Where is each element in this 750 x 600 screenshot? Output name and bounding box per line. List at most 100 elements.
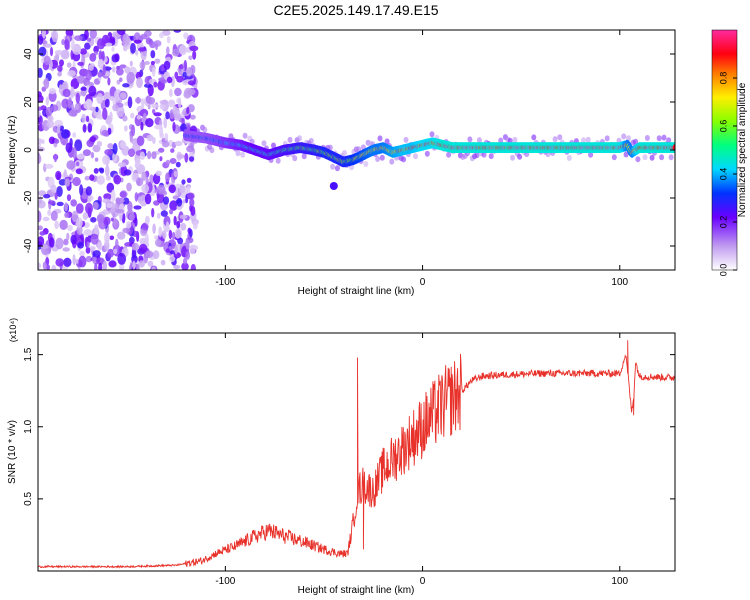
ridge-halo <box>666 137 672 144</box>
noise-blob <box>39 231 46 236</box>
noise-blob <box>79 48 87 55</box>
noise-blob <box>75 168 83 175</box>
ridge-halo <box>566 155 572 161</box>
noise-blob <box>71 39 75 52</box>
noise-blob <box>110 95 115 102</box>
noise-blob <box>165 248 170 253</box>
noise-blob <box>93 45 99 54</box>
noise-blob <box>139 243 148 253</box>
noise-blob <box>102 155 111 165</box>
noise-blob <box>123 169 132 176</box>
noise-blob <box>105 165 110 177</box>
ridge-halo <box>626 135 631 142</box>
figure-title: C2E5.2025.149.17.49.E15 <box>273 2 438 18</box>
noise-blob <box>163 60 171 70</box>
noise-blob <box>72 254 76 266</box>
ridge-halo <box>649 154 655 161</box>
noise-blob <box>136 115 141 120</box>
ridge-halo <box>292 155 298 162</box>
ridge-halo <box>185 122 191 129</box>
noise-blob <box>54 49 64 56</box>
noise-blob <box>119 77 123 82</box>
ridge-halo <box>517 153 523 160</box>
noise-blob <box>175 161 181 168</box>
noise-blob <box>47 209 52 216</box>
noise-blob <box>96 141 103 147</box>
noise-blob <box>96 93 104 104</box>
noise-blob <box>85 70 92 81</box>
y-tick-label: 1.5 <box>23 347 34 361</box>
ridge-halo <box>377 135 383 142</box>
noise-blob <box>38 210 42 223</box>
noise-blob <box>50 210 58 221</box>
noise-blob <box>48 200 56 205</box>
noise-blob <box>143 112 147 119</box>
ridge-halo <box>656 135 662 142</box>
noise-blob <box>189 244 196 255</box>
noise-blob <box>165 172 170 183</box>
noise-blob <box>93 168 99 174</box>
noise-blob <box>131 242 140 251</box>
noise-blob <box>131 124 136 137</box>
noise-blob <box>70 234 77 245</box>
noise-blob <box>113 174 122 185</box>
ridge-halo <box>401 156 407 163</box>
noise-blob <box>147 97 156 105</box>
noise-blob <box>161 140 170 148</box>
noise-blob <box>89 174 95 181</box>
noise-blob <box>38 190 47 197</box>
noise-blob <box>70 199 77 207</box>
noise-blob <box>188 55 193 61</box>
ridge-halo <box>308 137 314 144</box>
noise-blob <box>99 168 105 174</box>
noise-blob <box>180 222 187 231</box>
noise-blob <box>147 104 151 110</box>
noise-blob <box>159 132 165 139</box>
ridge-halo <box>240 151 246 158</box>
noise-blob <box>55 170 62 181</box>
noise-blob <box>96 114 104 120</box>
noise-blob <box>181 262 189 270</box>
noise-blob <box>59 219 68 230</box>
ridge-halo <box>585 136 591 143</box>
noise-blob <box>102 108 108 120</box>
ridge-core <box>672 144 675 151</box>
noise-blob <box>127 96 133 109</box>
ridge-halo <box>481 151 487 158</box>
noise-blob <box>106 202 113 208</box>
noise-blob <box>137 47 147 52</box>
noise-blob <box>57 71 62 77</box>
noise-blob <box>54 119 63 127</box>
noise-blob <box>84 175 91 181</box>
noise-blob <box>88 64 94 71</box>
noise-blob <box>189 156 195 162</box>
noise-blob <box>192 220 198 230</box>
ridge-halo <box>342 150 347 156</box>
snr-frame <box>37 332 676 572</box>
noise-blob <box>166 36 171 44</box>
noise-blob <box>161 30 171 36</box>
noise-blob <box>140 200 145 207</box>
ridge-halo <box>557 134 563 141</box>
noise-blob <box>117 253 127 265</box>
noise-blob <box>172 121 176 132</box>
noise-blob <box>144 233 149 244</box>
noise-blob <box>187 227 192 234</box>
noise-blob <box>74 103 80 111</box>
noise-blob <box>186 106 190 115</box>
noise-blob <box>179 214 188 219</box>
noise-blob <box>40 244 49 249</box>
noise-blob <box>158 226 163 238</box>
spectrogram-axes: -100 0 100 -40 -20 0 20 40 <box>23 30 675 288</box>
noise-blob <box>147 260 154 267</box>
noise-blob <box>130 112 135 119</box>
noise-blob <box>186 177 192 183</box>
noise-blob <box>38 225 43 231</box>
noise-blob <box>168 229 173 240</box>
noise-blob <box>81 113 87 123</box>
noise-blob <box>102 198 111 204</box>
ridge-halo <box>588 151 594 158</box>
noise-blob <box>62 247 70 252</box>
noise-blob <box>107 77 111 86</box>
ridge-halo <box>287 136 293 143</box>
